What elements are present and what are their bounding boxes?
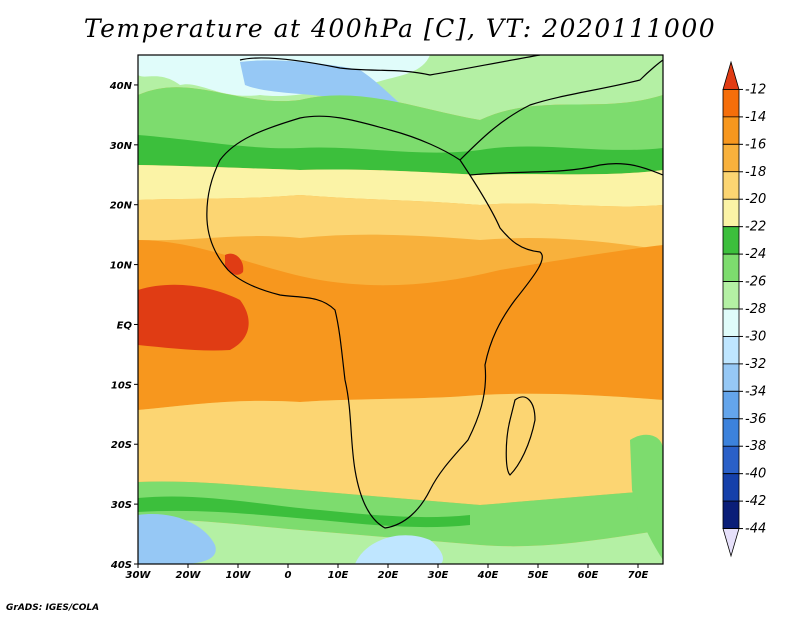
plot-frame [137,54,664,565]
x-tick-label: 10W [226,570,252,581]
x-tick-label: 40E [477,570,499,581]
shading-band-yellow [138,165,663,207]
colorbar: -12 -14 -16 -18 -20 -22 -24 -26 -28 -30 -32 -34 -36 -… [722,60,766,558]
colorbar-swatch [722,528,740,558]
colorbar-label: -38 [745,439,766,454]
y-tick-label: 10N [110,261,133,272]
colorbar-label: -42 [745,494,766,509]
colorbar-label: -28 [745,302,766,317]
y-tick-label: 30N [110,141,133,152]
x-tick-label: 0 [285,570,292,581]
colorbar-swatch [722,253,740,282]
x-tick-label: 20E [378,570,399,581]
colorbar-swatch [722,390,740,420]
colorbar-swatch [722,89,740,118]
x-tick-label: 50E [528,570,549,581]
shading-band-dark-green [138,135,663,175]
colorbar-label: -30 [745,329,766,344]
shading-band-orange [138,240,663,410]
coastlines [206,55,663,529]
colorbar-label: -40 [745,467,766,482]
colorbar-label: -24 [745,247,766,262]
colorbar-label: -36 [745,412,766,427]
colorbar-swatch [722,281,740,310]
shading-band-south-light-orange [138,393,663,505]
shading-southern-cold-pool-west [138,514,216,564]
colorbar-swatch [722,116,740,145]
y-tick-label: 20N [110,201,133,212]
x-tick-label: 10E [328,570,349,581]
shading-southern-cold-pool-east [355,535,443,564]
y-tick-label: EQ [117,320,133,331]
colorbar-label: -12 [745,82,766,97]
shading-east-green [630,434,663,560]
x-axis: 30W 20W 10W 0 10E 20E 30E 40E 50E 60E 70E [126,564,649,581]
y-tick-label: 30S [111,500,132,511]
colorbar-swatch [722,226,740,255]
y-tick-label: 40N [109,81,133,92]
x-tick-label: 30E [428,570,449,581]
colorbar-swatch [722,473,740,502]
shading-warm-core [138,284,249,351]
y-tick-label: 20S [111,440,132,451]
colorbar-label: -44 [745,522,766,537]
colorbar-label: -20 [745,192,766,207]
colorbar-label: -14 [745,110,766,125]
shading-band-south-green [138,481,663,547]
colorbar-swatch [722,336,740,365]
colorbar-label: -22 [745,220,766,235]
grads-credit: GrADS: IGES/COLA [6,603,100,613]
x-tick-label: 30W [126,570,152,581]
x-tick-label: 20W [176,570,202,581]
colorbar-swatch [722,171,740,200]
colorbar-swatch [722,198,740,228]
y-tick-label: 10S [111,380,132,391]
shading-band-light-orange [138,195,663,250]
colorbar-label: -16 [745,137,766,152]
colorbar-label: -34 [745,384,766,399]
colorbar-label: -18 [745,165,766,180]
colorbar-swatch [722,308,740,337]
shading-warm-spot [225,253,244,275]
x-tick-label: 70E [628,570,649,581]
x-tick-label: 60E [578,570,599,581]
y-tick-label: 40S [110,560,132,571]
colorbar-swatch [722,418,740,447]
shading-band-south-dark-green [138,496,470,528]
map-title: Temperature at 400hPa [C], VT: 202011100… [83,14,717,43]
colorbar-swatch [722,363,740,392]
y-axis: 40N 30N 20N 10N EQ 10S 20S 30S 40S [109,81,138,571]
colorbar-label: -32 [745,357,766,372]
colorbar-swatch [722,445,740,475]
colorbar-swatch [722,143,740,173]
colorbar-label: -26 [745,275,766,290]
colorbar-swatch [722,60,740,90]
colorbar-swatch [722,500,740,529]
